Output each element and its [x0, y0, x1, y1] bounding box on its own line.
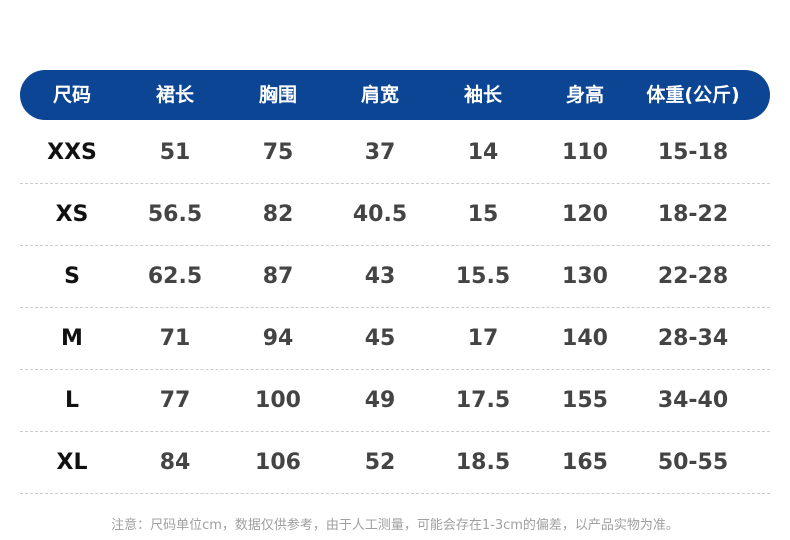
- data-cell: 106: [255, 450, 301, 475]
- size-cell: S: [64, 264, 80, 289]
- data-cell: 120: [562, 202, 608, 227]
- data-cell: 22-28: [657, 264, 729, 289]
- data-cell: 28-34: [657, 326, 729, 351]
- data-cell: 18.5: [455, 450, 511, 475]
- header-cell: 肩宽: [360, 84, 399, 106]
- data-cell: 165: [562, 450, 608, 475]
- data-cell: 15: [467, 202, 499, 227]
- header-cell: 胸围: [258, 84, 297, 106]
- row-separator: [20, 493, 770, 494]
- data-cell: 50-55: [657, 450, 729, 475]
- header-cell: 袖长: [463, 84, 502, 106]
- size-cell: XXS: [47, 140, 97, 165]
- row-separator: [20, 369, 770, 370]
- data-cell: 40.5: [352, 202, 408, 227]
- row-separator: [20, 307, 770, 308]
- table-header: [20, 70, 770, 120]
- data-cell: 51: [159, 140, 191, 165]
- data-cell: 155: [562, 388, 608, 413]
- data-cell: 15-18: [657, 140, 729, 165]
- header-cell: 尺码: [52, 84, 91, 106]
- data-cell: 87: [262, 264, 294, 289]
- row-separator: [20, 431, 770, 432]
- size-cell: M: [61, 326, 83, 351]
- data-cell: 62.5: [147, 264, 203, 289]
- data-cell: 45: [364, 326, 396, 351]
- data-cell: 17: [467, 326, 499, 351]
- size-cell: XS: [55, 202, 89, 227]
- size-cell: L: [64, 388, 80, 413]
- data-cell: 43: [364, 264, 396, 289]
- data-cell: 77: [159, 388, 191, 413]
- row-separator: [20, 183, 770, 184]
- data-cell: 71: [159, 326, 191, 351]
- data-cell: 140: [562, 326, 608, 351]
- data-cell: 37: [364, 140, 396, 165]
- data-cell: 110: [562, 140, 608, 165]
- size-cell: XL: [56, 450, 88, 475]
- data-cell: 34-40: [657, 388, 729, 413]
- data-cell: 130: [562, 264, 608, 289]
- data-cell: 14: [467, 140, 499, 165]
- data-cell: 15.5: [455, 264, 511, 289]
- footnote: 注意：尺码单位cm，数据仅供参考，由于人工测量，可能会存在1-3cm的偏差，以产…: [111, 518, 679, 533]
- data-cell: 49: [364, 388, 396, 413]
- data-cell: 75: [262, 140, 294, 165]
- header-cell: 体重(公斤): [646, 84, 740, 106]
- data-cell: 52: [364, 450, 396, 475]
- data-cell: 94: [262, 326, 294, 351]
- data-cell: 82: [262, 202, 294, 227]
- row-separator: [20, 245, 770, 246]
- data-cell: 84: [159, 450, 191, 475]
- data-cell: 100: [255, 388, 301, 413]
- data-cell: 17.5: [455, 388, 511, 413]
- data-cell: 56.5: [147, 202, 203, 227]
- header-cell: 裙长: [155, 84, 194, 106]
- data-cell: 18-22: [657, 202, 729, 227]
- header-cell: 身高: [565, 84, 604, 106]
